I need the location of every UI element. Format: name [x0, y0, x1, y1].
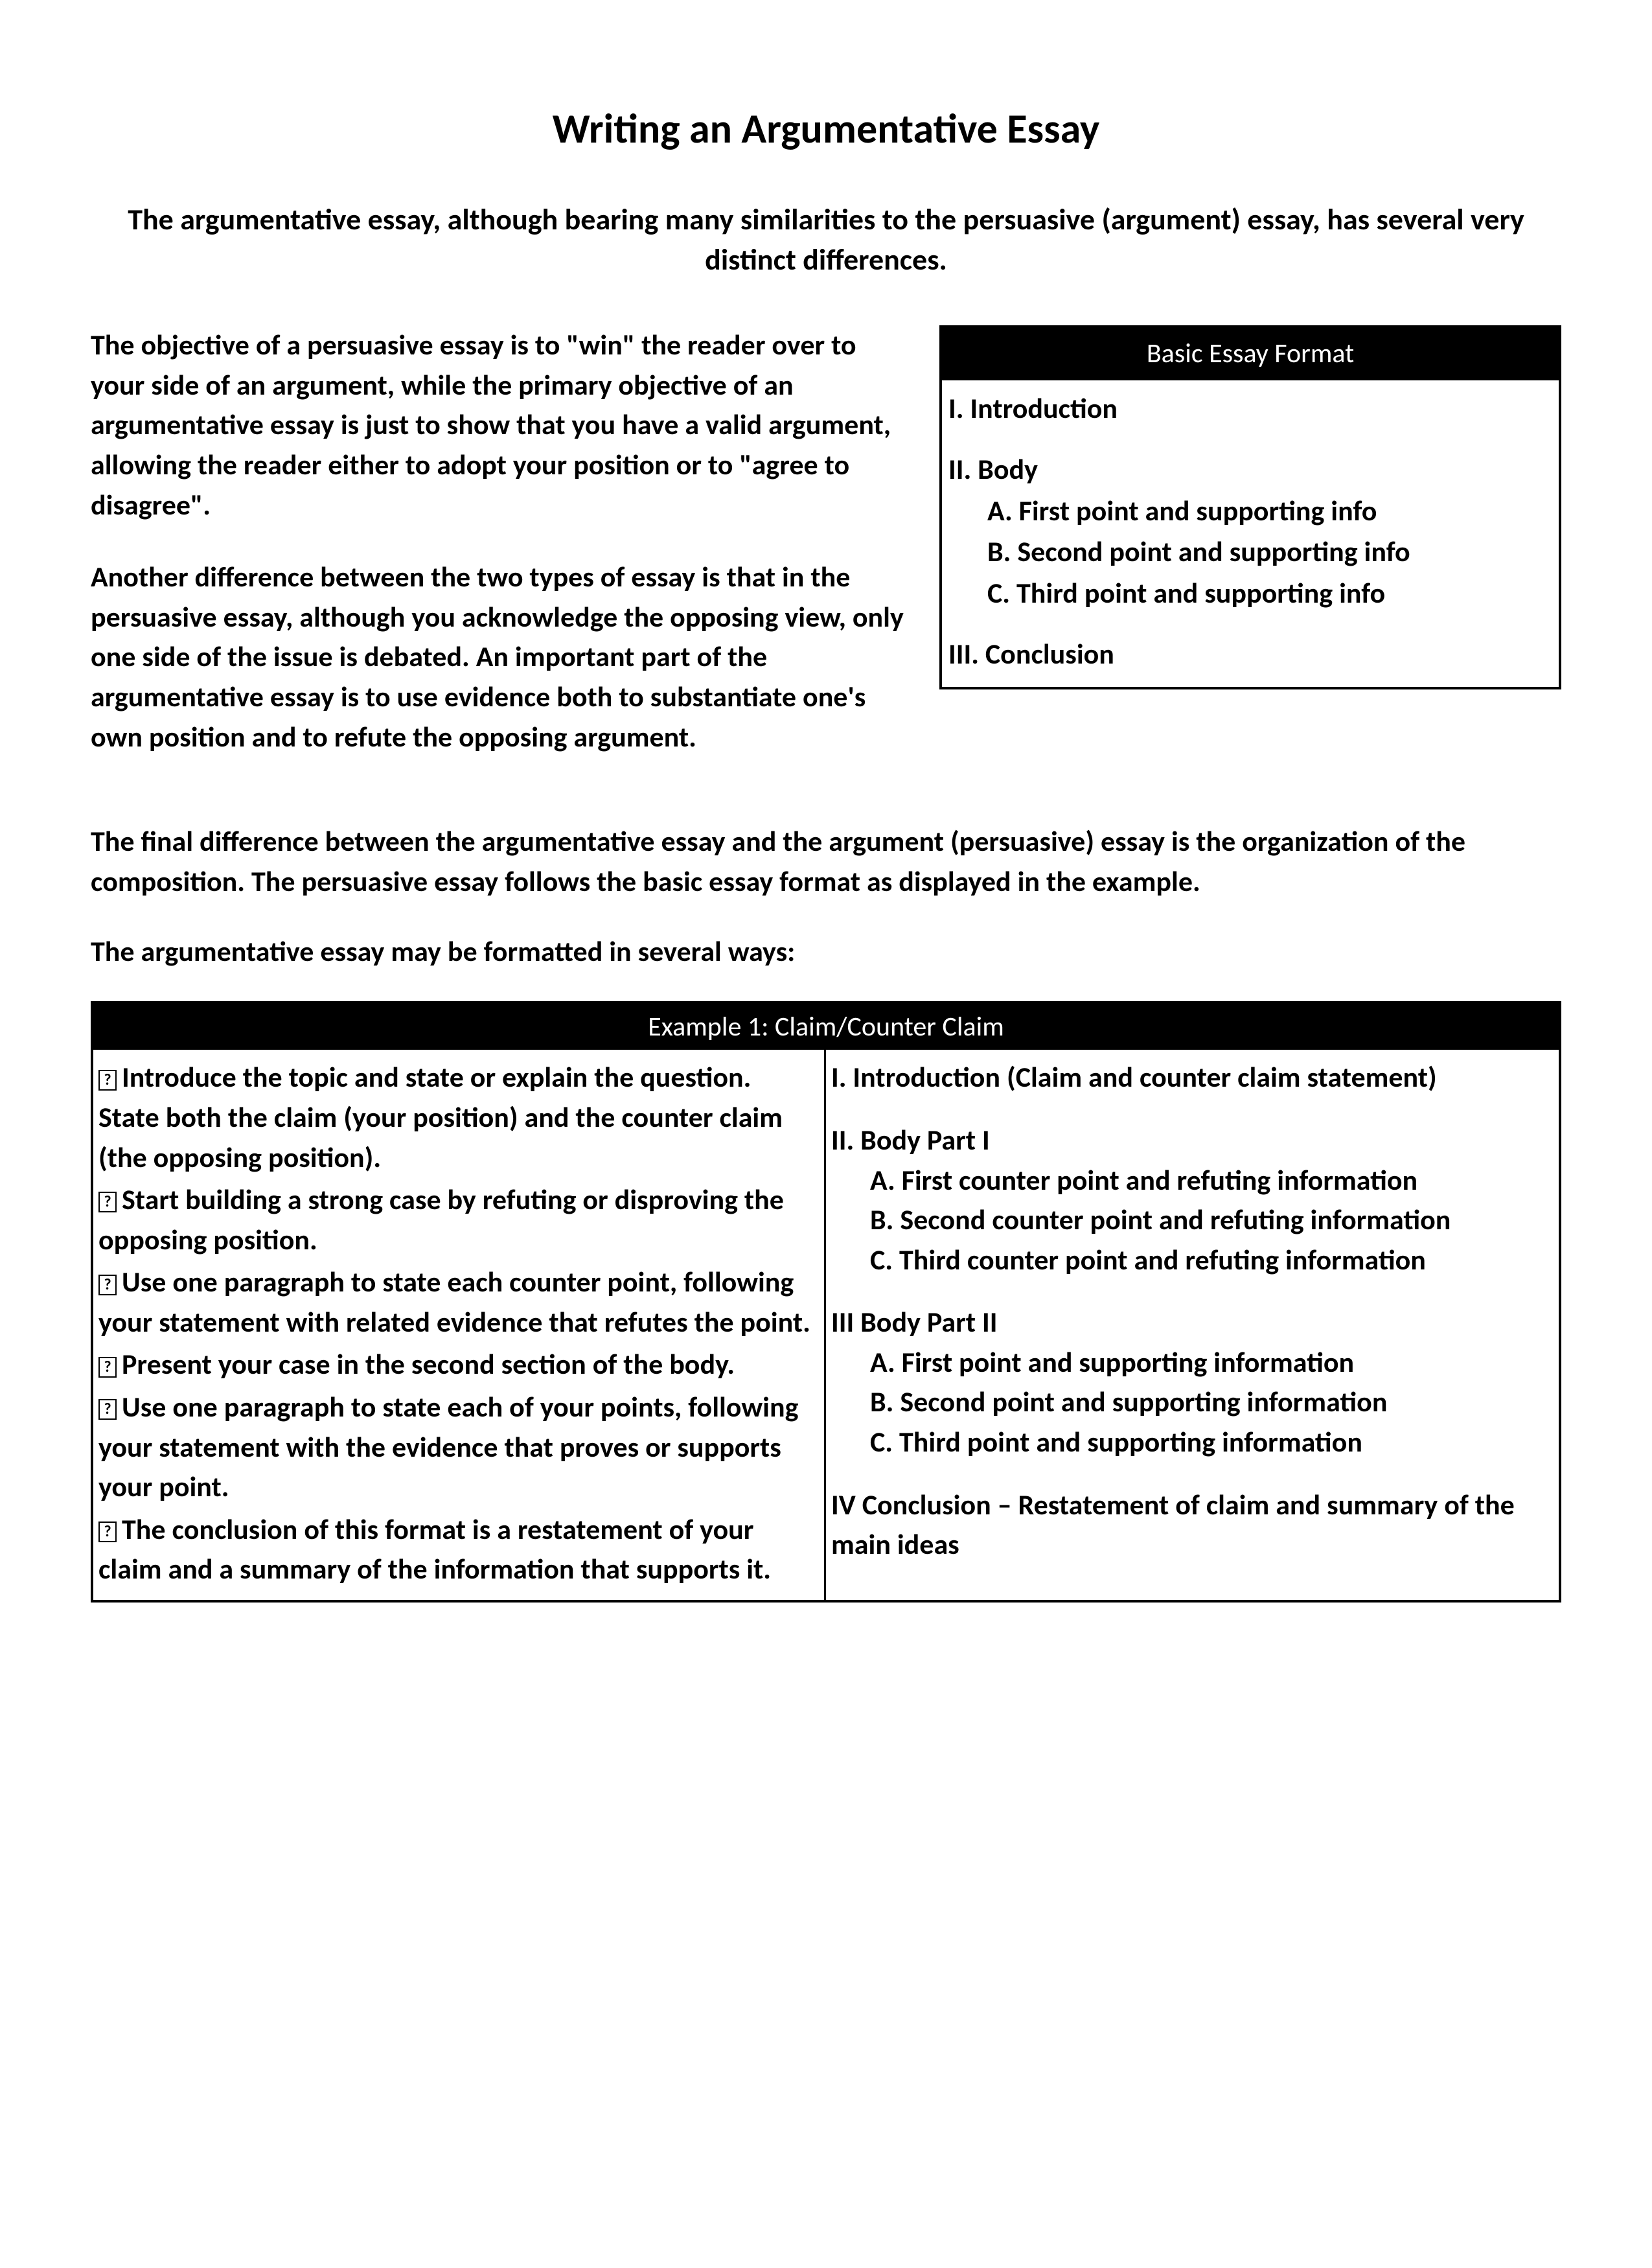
ex1-body2-a: A. First point and supporting informatio… — [831, 1343, 1552, 1383]
page-title: Writing an Argumentative Essay — [91, 104, 1561, 154]
outline-intro: I. Introduction — [948, 388, 1548, 430]
ex1-body1-c: C. Third counter point and refuting info… — [831, 1240, 1552, 1280]
format-box-body: I. Introduction II. Body A. First point … — [942, 380, 1559, 687]
bullet-icon — [98, 1192, 117, 1212]
bullet-1-text: Introduce the topic and state or explain… — [98, 1059, 783, 1174]
ex1-body2: III Body Part II A. First point and supp… — [831, 1302, 1552, 1462]
subtitle: The argumentative essay, although bearin… — [91, 200, 1561, 280]
ex1-body1-label: II. Body Part I — [831, 1120, 1552, 1161]
formats-heading: The argumentative essay may be formatted… — [91, 934, 1561, 969]
outline-conclusion: III. Conclusion — [948, 634, 1548, 675]
bullet-1: Introduce the topic and state or explain… — [98, 1058, 818, 1177]
ex1-body2-label: III Body Part II — [831, 1302, 1552, 1343]
example-1-left: Introduce the topic and state or explain… — [93, 1050, 826, 1600]
bullet-4-text: Present your case in the second section … — [122, 1347, 735, 1382]
two-column-section: The objective of a persuasive essay is t… — [91, 325, 1561, 789]
ex1-intro: I. Introduction (Claim and counter claim… — [831, 1058, 1552, 1098]
full-width-section: The final difference between the argumen… — [91, 822, 1561, 1603]
bullet-5-text: Use one paragraph to state each of your … — [98, 1389, 798, 1504]
bullet-4: Present your case in the second section … — [98, 1345, 818, 1385]
ex1-body1-a: A. First counter point and refuting info… — [831, 1161, 1552, 1201]
bullet-6-text: The conclusion of this format is a resta… — [98, 1512, 771, 1587]
bullet-3: Use one paragraph to state each counter … — [98, 1262, 818, 1342]
paragraph-1: The objective of a persuasive essay is t… — [91, 325, 913, 525]
paragraph-2: Another difference between the two types… — [91, 557, 913, 757]
example-1-right: I. Introduction (Claim and counter claim… — [826, 1050, 1559, 1600]
ex1-conclusion: IV Conclusion – Restatement of claim and… — [831, 1485, 1552, 1565]
format-box-header: Basic Essay Format — [942, 328, 1559, 380]
bullet-6: The conclusion of this format is a resta… — [98, 1510, 818, 1590]
ex1-body2-b: B. Second point and supporting informati… — [831, 1382, 1552, 1422]
outline-body-label: II. Body — [948, 449, 1548, 491]
bullet-3-text: Use one paragraph to state each counter … — [98, 1264, 810, 1339]
bullet-5: Use one paragraph to state each of your … — [98, 1387, 818, 1507]
bullet-2-text: Start building a strong case by refuting… — [98, 1182, 784, 1257]
bullet-icon — [98, 1357, 117, 1378]
outline-body-b: B. Second point and supporting info — [948, 531, 1548, 573]
example-1-body: Introduce the topic and state or explain… — [93, 1050, 1559, 1600]
right-column: Basic Essay Format I. Introduction II. B… — [939, 325, 1561, 789]
left-column: The objective of a persuasive essay is t… — [91, 325, 913, 789]
bullet-icon — [98, 1399, 117, 1420]
example-1-header: Example 1: Claim/Counter Claim — [93, 1004, 1559, 1050]
example-1-table: Example 1: Claim/Counter Claim Introduce… — [91, 1001, 1561, 1603]
ex1-body2-c: C. Third point and supporting informatio… — [831, 1422, 1552, 1463]
outline-body-c: C. Third point and supporting info — [948, 573, 1548, 614]
outline-body: II. Body A. First point and supporting i… — [948, 449, 1548, 614]
outline-body-a: A. First point and supporting info — [948, 491, 1548, 532]
paragraph-3: The final difference between the argumen… — [91, 822, 1561, 901]
bullet-icon — [98, 1275, 117, 1295]
basic-format-box: Basic Essay Format I. Introduction II. B… — [939, 325, 1561, 689]
ex1-body1-b: B. Second counter point and refuting inf… — [831, 1200, 1552, 1240]
bullet-2: Start building a strong case by refuting… — [98, 1180, 818, 1260]
ex1-body1: II. Body Part I A. First counter point a… — [831, 1120, 1552, 1280]
bullet-icon — [98, 1070, 117, 1091]
bullet-icon — [98, 1522, 117, 1542]
